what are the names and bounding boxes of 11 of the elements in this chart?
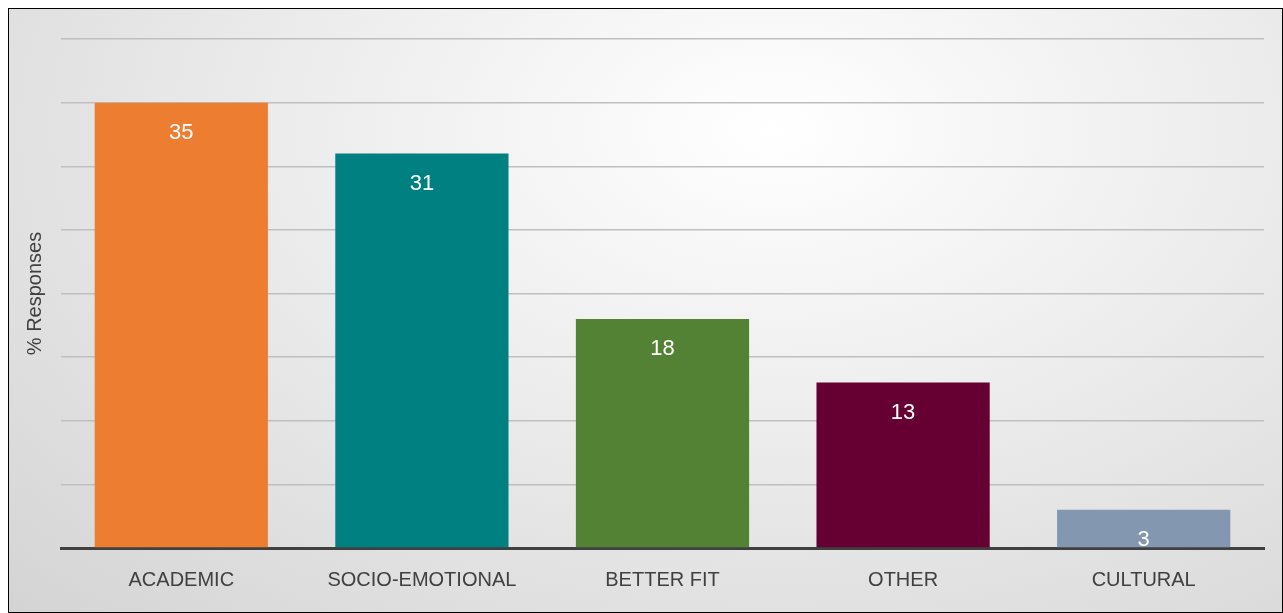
data-label: 31 [409,169,435,195]
data-label: 18 [650,335,675,361]
data-label: 13 [890,398,916,424]
x-tick-label: BETTER FIT [605,567,720,590]
x-tick-label: CULTURAL [1091,567,1196,590]
x-tick-label: SOCIO-EMOTIONAL [327,567,517,590]
x-tick-label: OTHER [868,567,939,590]
data-label: 3 [1137,525,1150,551]
data-label: 35 [169,118,194,144]
x-tick-label: ACADEMIC [128,567,235,590]
y-axis-title: % Responses [22,231,45,356]
